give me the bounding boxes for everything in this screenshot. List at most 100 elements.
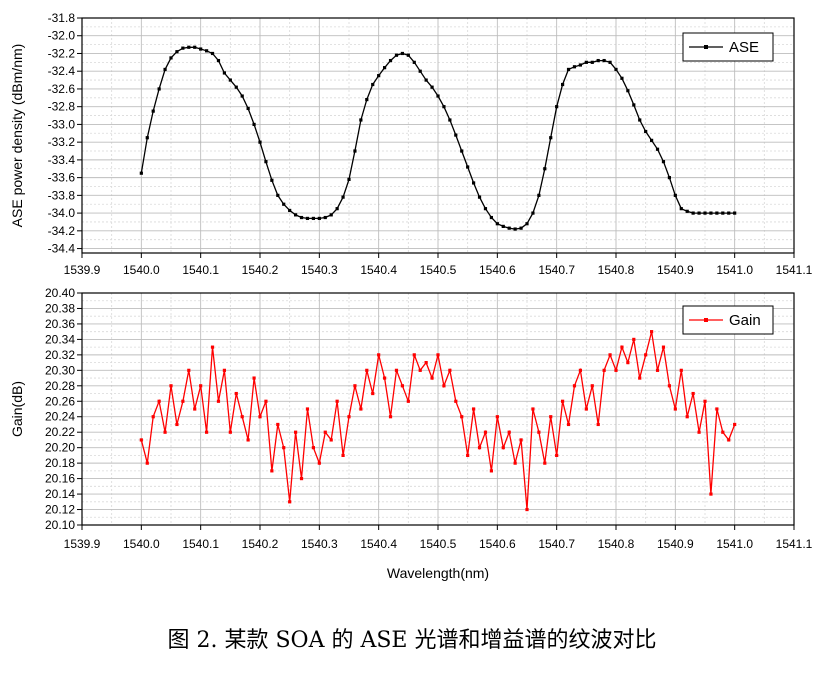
ase-chart: 1539.9 1540.0 1540.1 1540.2 1540.3 1540.4 1540… <box>9 11 813 277</box>
data-point <box>199 384 203 388</box>
data-point <box>519 226 523 230</box>
data-point <box>311 216 315 221</box>
data-point <box>305 216 310 221</box>
x-tick-label: 1540.0 <box>123 263 160 277</box>
data-point <box>406 399 410 403</box>
data-point <box>477 446 482 450</box>
data-point <box>572 65 577 69</box>
data-point <box>584 407 588 411</box>
data-point <box>323 215 327 220</box>
y-tick-label: 20.20 <box>45 441 75 455</box>
data-point <box>175 50 179 54</box>
data-point <box>264 160 268 164</box>
data-point <box>329 213 333 217</box>
data-point <box>329 438 333 442</box>
data-point <box>442 384 446 388</box>
data-point <box>489 215 493 220</box>
data-point <box>650 138 654 142</box>
data-point <box>145 136 149 140</box>
y-tick-label: -33.6 <box>48 171 76 185</box>
data-point <box>596 422 600 427</box>
data-point <box>578 368 582 372</box>
y-tick-label: -33.4 <box>48 153 76 167</box>
data-point <box>210 345 215 349</box>
data-point <box>673 407 677 411</box>
data-point <box>667 384 671 388</box>
data-point <box>341 453 345 457</box>
data-point <box>620 76 624 80</box>
data-point <box>264 399 268 403</box>
y-tick-label: 20.16 <box>45 472 75 486</box>
data-point <box>477 195 482 199</box>
data-point <box>394 368 399 372</box>
data-point <box>430 376 434 380</box>
data-point <box>715 407 719 411</box>
data-point <box>169 384 173 388</box>
y-tick-label: -34.2 <box>48 224 76 238</box>
data-point <box>199 47 203 51</box>
data-point <box>685 415 689 419</box>
data-point <box>317 461 321 465</box>
data-point <box>299 477 304 481</box>
data-point <box>697 211 701 215</box>
data-point <box>715 211 719 215</box>
data-point <box>703 211 707 215</box>
data-point <box>590 60 594 64</box>
data-point <box>733 211 737 215</box>
data-point <box>626 361 630 365</box>
data-point <box>572 384 577 388</box>
data-point <box>620 345 624 349</box>
data-point <box>270 469 274 473</box>
y-tick-label: -34.0 <box>48 206 76 220</box>
x-tick-label: 1540.8 <box>598 537 635 551</box>
y-tick-label: 20.24 <box>45 410 75 424</box>
data-point <box>371 391 375 396</box>
data-point <box>228 78 232 82</box>
data-point <box>501 446 505 450</box>
data-point <box>507 430 511 434</box>
data-point <box>460 149 464 153</box>
x-tick-label: 1539.9 <box>64 263 101 277</box>
y-tick-label: 20.38 <box>45 301 75 315</box>
data-point <box>294 213 298 217</box>
data-point <box>549 136 553 140</box>
data-point <box>472 181 476 185</box>
data-point <box>525 222 529 226</box>
data-point <box>472 407 476 411</box>
data-point <box>697 430 701 434</box>
data-point <box>495 222 499 226</box>
data-point <box>210 51 215 56</box>
y-axis-title: ASE power density (dBm/nm) <box>9 44 25 228</box>
data-point <box>288 208 292 213</box>
data-point <box>418 368 422 372</box>
data-point <box>383 66 387 70</box>
data-point <box>525 507 529 512</box>
x-tick-label: 1540.3 <box>301 537 338 551</box>
data-point <box>483 430 488 434</box>
x-tick-label: 1540.1 <box>182 263 219 277</box>
data-point <box>187 368 191 372</box>
data-point <box>638 376 642 380</box>
y-tick-label: 20.34 <box>45 332 75 346</box>
data-point <box>442 105 446 109</box>
data-point <box>454 399 458 403</box>
data-point <box>448 368 452 372</box>
data-point <box>234 85 238 89</box>
data-point <box>691 211 695 215</box>
data-point <box>394 53 399 57</box>
data-point <box>258 140 262 144</box>
data-point <box>454 133 458 137</box>
data-point <box>661 345 666 349</box>
y-tick-label: -31.8 <box>48 11 76 25</box>
y-tick-label: -32.4 <box>48 64 76 78</box>
data-point <box>632 337 636 341</box>
data-point <box>222 71 226 75</box>
y-tick-label: 20.26 <box>45 394 75 408</box>
data-point <box>205 430 209 434</box>
data-point <box>311 446 315 450</box>
data-point <box>412 353 416 357</box>
y-tick-label: -32.2 <box>48 46 76 60</box>
data-point <box>727 438 731 442</box>
data-point <box>228 430 232 434</box>
data-point <box>448 118 452 122</box>
